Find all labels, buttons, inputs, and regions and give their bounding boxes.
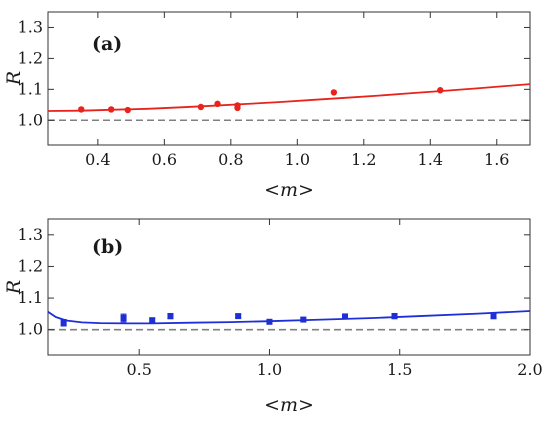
panel-b-point-marker — [235, 313, 242, 320]
panel-a-x-tick-label: 1.0 — [285, 150, 310, 169]
panel-a-x-axis-title: <m> — [264, 179, 314, 201]
panel-a-point-marker — [124, 106, 131, 114]
panel-a-point — [437, 87, 444, 94]
panel-b-y-tick-label: 1.3 — [18, 225, 43, 244]
panel-a-x-tick-label: 1.6 — [484, 150, 509, 169]
panel-b-point — [342, 313, 349, 320]
panel-a-x-tick-label: 0.8 — [218, 150, 243, 169]
panel-b-point — [300, 316, 307, 323]
panel-b-point — [120, 313, 127, 323]
panel-b-point-marker — [391, 313, 398, 320]
panel-a-point — [214, 100, 221, 108]
panel-a-point-marker — [214, 100, 221, 108]
panel-a-x-tick-label: 0.4 — [85, 150, 110, 169]
panel-b-point-marker — [490, 313, 497, 320]
panel-b-point-marker — [342, 313, 349, 320]
panel-b-label: (b) — [92, 236, 123, 258]
panel-b-point-marker — [300, 316, 307, 323]
panel-b-point — [235, 313, 242, 320]
panel-a-y-tick-label: 1.2 — [18, 48, 43, 67]
panel-b-point — [149, 317, 156, 324]
panel-b-y-tick-label: 1.1 — [18, 288, 43, 307]
panel-b-x-tick-label: 2.0 — [517, 360, 542, 379]
panel-a-y-tick-label: 1.1 — [18, 79, 43, 98]
panel-a-point — [107, 106, 115, 113]
panel-a-point-marker — [437, 87, 444, 94]
panel-b-point — [60, 318, 67, 327]
panel-a-points — [78, 87, 444, 114]
panel-a-x-tick-label: 0.6 — [152, 150, 177, 169]
panel-b-y-ticks: 1.0 1.1 1.2 1.3 — [18, 225, 530, 339]
panel-a-frame — [47, 11, 531, 146]
panel-b-frame — [47, 218, 531, 356]
panel-b-point-marker — [60, 319, 67, 326]
panel-a-point — [78, 106, 85, 113]
panel-b-x-ticks: 0.5 1.0 1.5 2.0 — [126, 219, 543, 379]
panel-a-y-ticks: 1.0 1.1 1.2 1.3 — [18, 17, 530, 129]
panel-a-point-marker — [234, 104, 241, 112]
panel-b-point-marker — [120, 314, 127, 321]
panel-a-point — [124, 106, 131, 114]
panel-a-point — [234, 104, 241, 112]
panel-a-point — [330, 89, 338, 96]
panel-b-x-tick-label: 1.0 — [257, 360, 282, 379]
panel-b-point — [490, 312, 497, 320]
panel-a-point — [197, 103, 205, 111]
panel-b-point — [266, 318, 273, 325]
panel-a-point-marker — [107, 106, 115, 113]
panel-b-x-tick-label: 1.5 — [387, 360, 412, 379]
panel-b-x-axis-title: <m> — [264, 394, 314, 416]
panel-b-point-marker — [149, 317, 156, 324]
panel-b-y-axis-title: R — [3, 280, 25, 295]
panel-a: 0.4 0.6 0.8 1.0 1.2 1.4 1.6 1.0 1.1 1.2 1.3 (a) R… — [3, 11, 531, 201]
panel-b-fit-curve — [47, 310, 531, 325]
panel-a-y-axis-title: R — [3, 71, 25, 86]
panel-a-label: (a) — [92, 33, 122, 55]
panel-a-x-ticks: 0.4 0.6 0.8 1.0 1.2 1.4 1.6 — [85, 12, 509, 169]
panel-b-x-tick-label: 0.5 — [126, 360, 151, 379]
panel-a-fit-curve — [47, 83, 531, 112]
panel-a-y-tick-label: 1.3 — [18, 17, 43, 36]
panel-b-point-marker — [167, 313, 174, 320]
panel-b-y-tick-label: 1.2 — [18, 256, 43, 275]
panel-a-y-tick-label: 1.0 — [18, 110, 43, 129]
panel-b-point — [167, 312, 174, 320]
panel-a-point-marker — [330, 89, 338, 96]
panel-b: 0.5 1.0 1.5 2.0 1.0 1.1 1.2 1.3 (b) R <m> — [3, 218, 543, 416]
panel-b-point-marker — [266, 318, 273, 325]
panel-a-point-marker — [197, 103, 205, 111]
panel-a-x-tick-label: 1.4 — [418, 150, 443, 169]
panel-a-point-marker — [78, 106, 85, 113]
panel-b-points — [60, 312, 497, 327]
panel-b-y-tick-label: 1.0 — [18, 320, 43, 339]
panel-a-x-tick-label: 1.2 — [351, 150, 376, 169]
panel-b-point — [391, 312, 398, 320]
